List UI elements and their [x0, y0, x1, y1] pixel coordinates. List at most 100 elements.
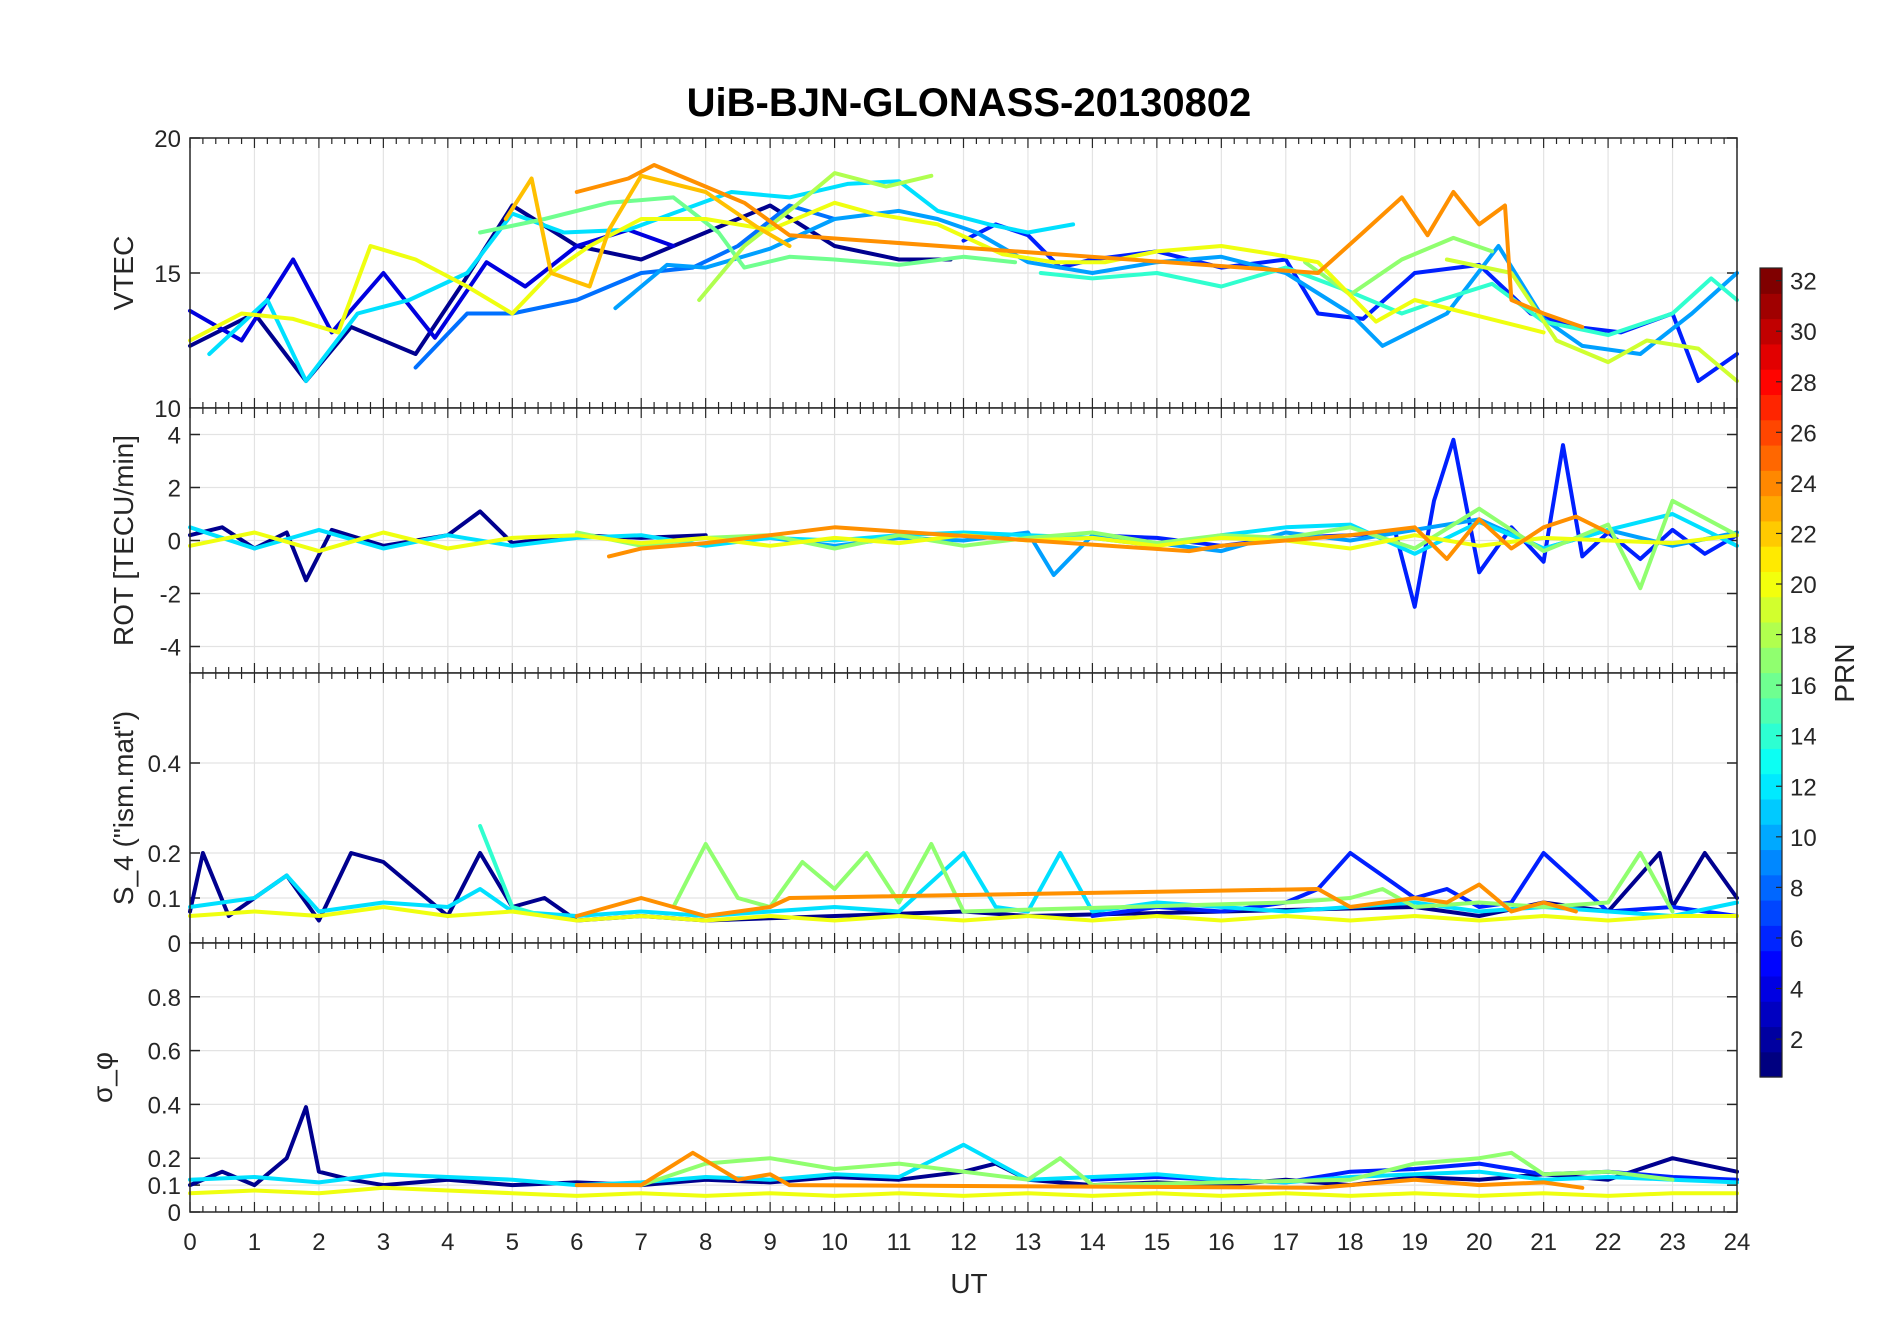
- x-tick-label: 17: [1272, 1229, 1299, 1256]
- series-prn-17: [1303, 235, 1495, 297]
- colorbar-segment: [1760, 621, 1782, 648]
- colorbar-segment: [1760, 925, 1782, 952]
- colorbar-segment: [1760, 495, 1782, 522]
- colorbar-segment: [1760, 318, 1782, 345]
- x-tick-label: 6: [570, 1229, 583, 1256]
- series-prn-23: [607, 514, 1611, 561]
- x-axis-label: UT: [950, 1268, 987, 1299]
- colorbar-tick-label: 14: [1790, 724, 1817, 751]
- colorbar-segment: [1760, 419, 1782, 446]
- y-tick-label: 0: [168, 1200, 181, 1227]
- series-prn-20: [188, 200, 1546, 343]
- x-tick-label: 5: [506, 1229, 519, 1256]
- colorbar-segment: [1760, 824, 1782, 851]
- colorbar-segment: [1760, 723, 1782, 749]
- colorbar-tick-label: 6: [1790, 926, 1803, 953]
- colorbar-segment: [1760, 874, 1782, 901]
- x-tick-label: 13: [1015, 1229, 1042, 1256]
- series-prn-16: [478, 195, 1018, 270]
- colorbar-tick-label: 20: [1790, 572, 1817, 599]
- y-tick-label: -2: [160, 582, 181, 609]
- x-tick-label: 11: [887, 1229, 912, 1256]
- colorbar-segment: [1760, 849, 1782, 876]
- colorbar-segment: [1760, 773, 1782, 800]
- series-prn-1: [188, 1105, 1739, 1188]
- colorbar-segment: [1760, 1026, 1782, 1053]
- colorbar-segment: [1760, 444, 1782, 471]
- series-prn-18: [697, 171, 934, 302]
- colorbar-segment: [1760, 369, 1782, 396]
- y-tick-label: 0.4: [148, 1092, 181, 1119]
- y-tick-label: 0.1: [148, 1173, 181, 1200]
- colorbar-segment: [1760, 1051, 1782, 1078]
- colorbar-segment: [1760, 697, 1782, 724]
- colorbar-tick-label: 18: [1790, 623, 1817, 650]
- x-tick-label: 3: [377, 1229, 390, 1256]
- axes-frame: [189, 942, 1738, 1213]
- y-tick-label: -4: [160, 635, 181, 662]
- y-tick-label: 0.2: [148, 841, 181, 868]
- colorbar-tick-label: 28: [1790, 370, 1817, 397]
- x-tick-label: 4: [441, 1229, 454, 1256]
- panel-rot: -4 -2 0 2 4 ROT [TECU/min]: [108, 407, 1739, 674]
- series-prn-20: [188, 1185, 1739, 1198]
- series-prn-12: [188, 1142, 1739, 1188]
- colorbar-tick-label: 2: [1790, 1027, 1803, 1054]
- y-tick-label: 10: [154, 396, 181, 423]
- colorbar-segment: [1760, 950, 1782, 977]
- x-tick-label: 9: [763, 1229, 776, 1256]
- y-axis-label: ROT [TECU/min]: [108, 435, 139, 646]
- series-prn-17: [639, 1150, 1675, 1188]
- panel-sigma-phi: 00.10.2 0.4 0.6 0.8 σ_φ: [87, 942, 1739, 1227]
- y-axis-label: VTEC: [108, 236, 139, 311]
- x-tick-label: 22: [1595, 1229, 1622, 1256]
- y-tick-label: 2: [168, 476, 181, 503]
- x-tick-label: 0: [183, 1229, 196, 1256]
- colorbar-segment: [1760, 293, 1782, 320]
- x-tick-label: 10: [821, 1229, 848, 1256]
- colorbar-tick-label: 4: [1790, 977, 1803, 1004]
- y-tick-label: 0: [168, 529, 181, 556]
- colorbar-frame: [1759, 267, 1783, 1078]
- series-prn-23: [574, 882, 1578, 918]
- x-tick-labels: 0 1 2 3 4 5 6 7 8 9 10 11 12 13 14 15 16 17 18 19 20 21 22 23 24: [183, 1229, 1750, 1256]
- x-tick-label: 23: [1659, 1229, 1686, 1256]
- x-tick-label: 20: [1466, 1229, 1493, 1256]
- y-tick-label: 20: [154, 126, 181, 153]
- x-tick-label: 24: [1724, 1229, 1751, 1256]
- colorbar-segment: [1760, 343, 1782, 370]
- y-tick-label: 0.2: [148, 1146, 181, 1173]
- colorbar-segment: [1760, 571, 1782, 598]
- chart-title: UiB-BJN-GLONASS-20130802: [687, 81, 1252, 125]
- x-tick-label: 19: [1401, 1229, 1428, 1256]
- x-tick-label: 2: [312, 1229, 325, 1256]
- x-tick-label: 1: [248, 1229, 261, 1256]
- y-tick-label: 0.6: [148, 1039, 181, 1066]
- y-axis-label: S_4 ("ism.mat"): [108, 711, 139, 905]
- colorbar-tick-label: 10: [1790, 825, 1817, 852]
- series-prn-14: [1038, 265, 1739, 338]
- x-tick-label: 16: [1208, 1229, 1235, 1256]
- colorbar-tick-label: 8: [1790, 875, 1803, 902]
- colorbar-segment: [1760, 798, 1782, 825]
- series-prn-23: [574, 163, 1585, 329]
- x-tick-label: 12: [950, 1229, 977, 1256]
- series-prn-7: [413, 203, 837, 370]
- series-prn-9: [613, 208, 1739, 356]
- series-prn-22: [503, 173, 792, 289]
- colorbar-tick-label: 26: [1790, 420, 1817, 447]
- colorbar-segment: [1760, 596, 1782, 623]
- series-prn-20: [188, 905, 1739, 923]
- colorbar-segment: [1760, 520, 1782, 547]
- x-tick-label: 14: [1079, 1229, 1106, 1256]
- colorbar-tick-label: 22: [1790, 521, 1817, 548]
- y-tick-label: 4: [168, 423, 181, 450]
- x-tick-label: 8: [699, 1229, 712, 1256]
- colorbar-tick-label: 24: [1790, 471, 1817, 498]
- y-tick-label: 0.1: [148, 886, 181, 913]
- x-tick-label: 18: [1337, 1229, 1364, 1256]
- y-tick-label: 15: [154, 261, 181, 288]
